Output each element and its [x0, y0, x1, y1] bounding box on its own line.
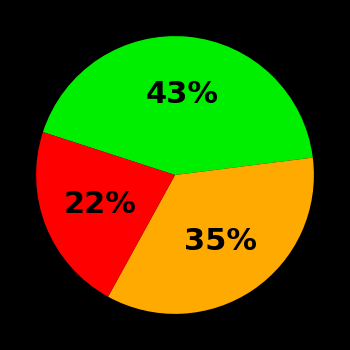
Text: 35%: 35% [184, 227, 257, 256]
Text: 22%: 22% [64, 190, 136, 219]
Wedge shape [43, 36, 313, 175]
Wedge shape [36, 132, 175, 297]
Wedge shape [108, 158, 314, 314]
Text: 43%: 43% [146, 80, 219, 109]
